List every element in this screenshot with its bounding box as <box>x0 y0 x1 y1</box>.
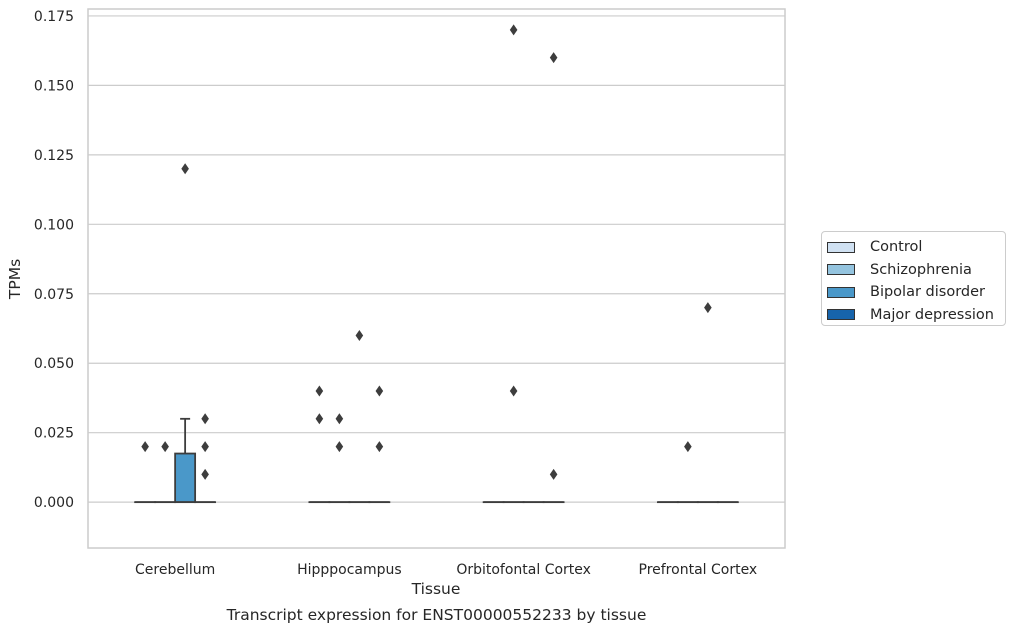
legend-swatch <box>827 309 855 321</box>
outlier-point <box>509 385 518 397</box>
chart-caption: Transcript expression for ENST0000055223… <box>226 606 647 624</box>
legend-item: Major depression <box>827 304 1005 327</box>
x-axis-label: Tissue <box>411 580 461 598</box>
outlier-point <box>375 441 384 453</box>
legend-swatch <box>827 264 855 276</box>
y-axis-ticks: 0.000 0.025 0.050 0.075 0.100 0.125 0.150 0.175 <box>34 9 74 511</box>
gridlines <box>88 15 785 503</box>
outlier-point <box>549 52 558 64</box>
legend-item: Bipolar disorder <box>827 281 1005 304</box>
y-tick-label: 0.125 <box>34 148 74 164</box>
legend-swatch <box>827 241 855 253</box>
legend-item: Control <box>827 236 1005 259</box>
legend-label: Schizophrenia <box>870 261 972 278</box>
legend-item: Schizophrenia <box>827 259 1005 282</box>
y-tick-label: 0.100 <box>34 217 74 233</box>
x-tick-label: Prefrontal Cortex <box>639 562 758 578</box>
outlier-point <box>335 413 344 425</box>
outlier-point <box>704 302 712 314</box>
outlier-point <box>355 329 364 341</box>
x-tick-label: Hipppocampus <box>297 562 402 578</box>
y-axis-label: TPMs <box>6 259 24 300</box>
outlier-point <box>335 441 344 453</box>
x-axis-ticks: Cerebellum Hipppocampus Orbitofontal Corte… <box>135 562 757 578</box>
legend: Control Schizophrenia Bipolar disorder Majo… <box>821 231 1006 326</box>
x-tick-label: Cerebellum <box>135 562 215 578</box>
outlier-point <box>201 413 209 425</box>
outlier-point <box>375 385 384 397</box>
outlier-point <box>201 468 209 480</box>
legend-swatch <box>827 286 855 298</box>
box <box>174 452 197 504</box>
outlier-point <box>201 441 209 453</box>
plot-area-frame <box>87 8 786 549</box>
plot-marks <box>134 24 739 504</box>
y-tick-label: 0.175 <box>34 9 74 25</box>
outlier-point <box>315 385 324 397</box>
y-tick-label: 0.025 <box>34 426 74 442</box>
outlier-point <box>161 441 169 453</box>
outlier-point <box>684 441 692 453</box>
y-tick-label: 0.075 <box>34 287 74 303</box>
outlier-point <box>549 468 558 480</box>
outlier-point <box>509 24 518 36</box>
legend-label: Control <box>870 239 923 256</box>
legend-label: Major depression <box>870 306 994 323</box>
outlier-point <box>141 441 149 453</box>
x-tick-label: Orbitofontal Cortex <box>456 562 591 578</box>
y-tick-label: 0.050 <box>34 356 74 372</box>
y-tick-label: 0.150 <box>34 78 74 94</box>
outlier-point <box>315 413 324 425</box>
legend-label: Bipolar disorder <box>870 284 985 301</box>
outlier-point <box>181 163 189 175</box>
y-tick-label: 0.000 <box>34 495 74 511</box>
